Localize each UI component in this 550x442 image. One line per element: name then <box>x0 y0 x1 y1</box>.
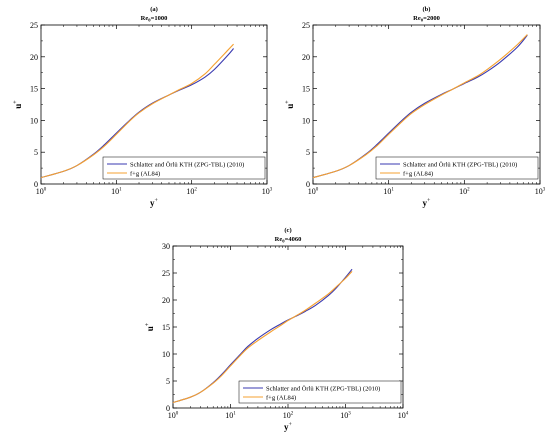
legend-label-2: f+g (AL84) <box>266 394 296 401</box>
x-tick-label: 103 <box>535 187 546 196</box>
y-axis-label: u+ <box>145 322 155 331</box>
y-tick-label: 25 <box>302 21 310 30</box>
y-tick-label: 10 <box>30 116 38 125</box>
x-tick-label: 101 <box>225 411 236 420</box>
chart-title: Reθ=1000 <box>141 15 168 23</box>
y-tick-label: 0 <box>166 404 170 413</box>
legend: Schlatter and Örlü KTH (ZPG-TBL) (2010) f… <box>238 380 402 404</box>
legend: Schlatter and Örlü KTH (ZPG-TBL) (2010) f… <box>102 156 266 180</box>
panel-tag: (b) <box>423 6 431 13</box>
y-tick-label: 5 <box>34 148 38 157</box>
chart-panel-2: (b) Reθ=2000 100 101 102 103 0 5 10 15 20 25 y+ u+ Sch… <box>285 6 546 208</box>
y-tick-label: 30 <box>162 242 170 251</box>
legend-label-1: Schlatter and Örlü KTH (ZPG-TBL) (2010) <box>130 161 244 168</box>
x-tick-label: 100 <box>168 411 179 420</box>
series-line-2 <box>312 34 528 179</box>
x-tick-label: 103 <box>262 187 273 196</box>
chart-panel-3: (c) Reθ=4060 100 101 102 103 104 0 5 10 15 20 25 30 y+… <box>145 227 409 432</box>
chart-title: Reθ=2000 <box>413 15 440 23</box>
y-tick-label: 15 <box>302 85 310 94</box>
y-tick-label: 15 <box>30 85 38 94</box>
y-tick-label: 5 <box>166 377 170 386</box>
x-tick-label: 102 <box>186 187 197 196</box>
y-tick-label: 20 <box>302 53 310 62</box>
legend: Schlatter and Örlü KTH (ZPG-TBL) (2010) f… <box>375 156 539 180</box>
y-axis-label: u+ <box>13 100 23 109</box>
panel-tag: (a) <box>150 6 158 13</box>
panel-tag: (c) <box>284 227 291 234</box>
chart-panel-1: (a) Reθ=1000 100 101 102 103 0 5 10 15 20 25 y+ u+ Sch… <box>13 6 273 208</box>
legend-box <box>238 380 402 404</box>
y-tick-label: 20 <box>30 53 38 62</box>
legend-label-1: Schlatter and Örlü KTH (ZPG-TBL) (2010) <box>266 385 380 392</box>
series-line-1 <box>312 34 528 179</box>
y-tick-label: 10 <box>302 116 310 125</box>
legend-label-2: f+g (AL84) <box>403 170 433 177</box>
y-tick-label: 0 <box>306 180 310 189</box>
y-axis-label: u+ <box>285 100 295 109</box>
y-tick-label: 15 <box>162 323 170 332</box>
x-tick-label: 100 <box>36 187 47 196</box>
y-tick-label: 25 <box>162 269 170 278</box>
legend-box <box>102 156 266 180</box>
x-tick-label: 100 <box>308 187 319 196</box>
legend-box <box>375 156 539 180</box>
x-axis-label: y+ <box>150 198 159 208</box>
series-line-2 <box>172 271 353 404</box>
x-tick-label: 102 <box>459 187 470 196</box>
y-tick-label: 5 <box>306 148 310 157</box>
x-tick-label: 103 <box>340 411 351 420</box>
x-tick-label: 102 <box>283 411 294 420</box>
y-tick-label: 20 <box>162 296 170 305</box>
series-line-2 <box>40 43 234 179</box>
x-tick-label: 104 <box>398 411 409 420</box>
legend-label-1: Schlatter and Örlü KTH (ZPG-TBL) (2010) <box>403 161 517 168</box>
y-tick-label: 0 <box>34 180 38 189</box>
legend-label-2: f+g (AL84) <box>130 170 160 177</box>
x-axis-label: y+ <box>284 422 293 432</box>
x-tick-label: 101 <box>383 187 394 196</box>
x-axis-label: y+ <box>423 198 432 208</box>
y-tick-label: 25 <box>30 21 38 30</box>
x-tick-label: 101 <box>111 187 122 196</box>
y-tick-label: 10 <box>162 350 170 359</box>
chart-title: Reθ=4060 <box>275 236 302 244</box>
